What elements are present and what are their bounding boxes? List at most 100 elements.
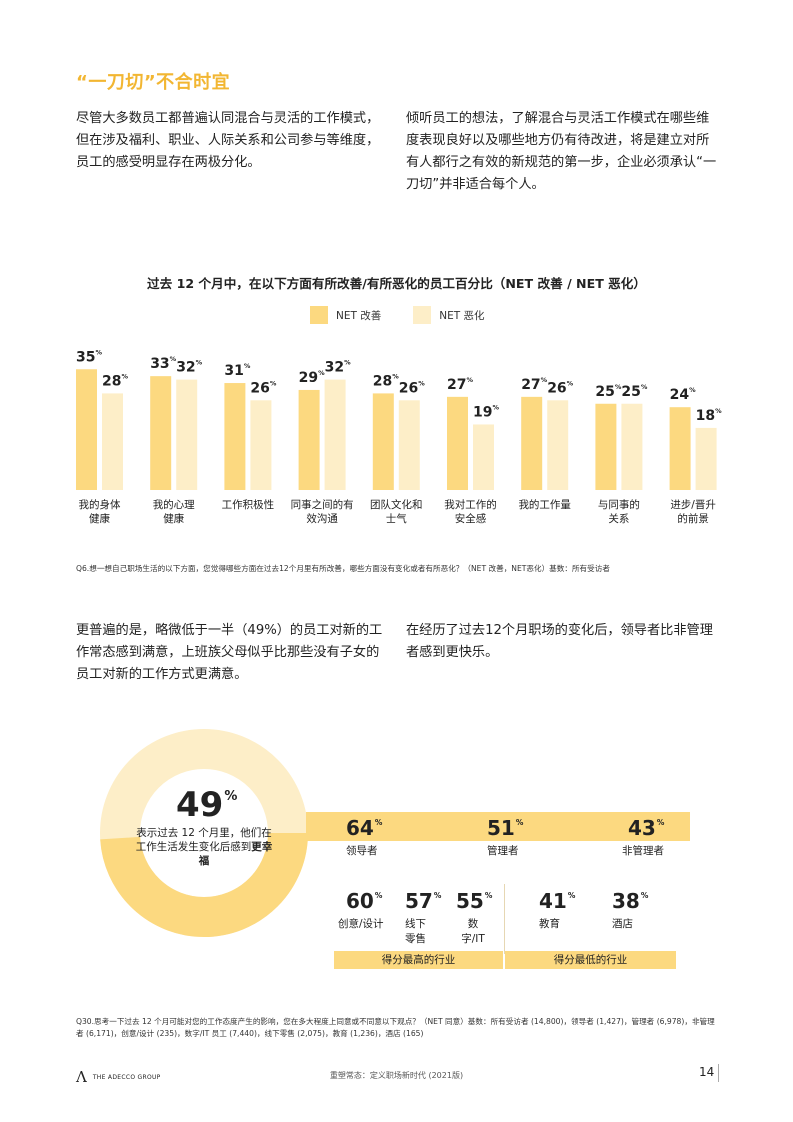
bar-improved (372, 393, 394, 490)
logo-wordmark: THE ADECCO GROUP (92, 1073, 161, 1081)
category-label: 效沟通 (306, 512, 338, 525)
category-label: 我的工作量 (518, 498, 571, 511)
donut-description: 表示过去 12 个月里，他们在工作生活发生变化后感到更幸福 (134, 826, 274, 868)
chart-footnote: Q6.想一想自己职场生活的以下方面，您觉得哪些方面在过去12个月里有所改善，哪些… (76, 564, 610, 573)
adecco-logo: Λ THE ADECCO GROUP (76, 1068, 161, 1086)
stat-non-managers: 43% 非管理者 (622, 816, 664, 859)
bar-value-label: 33% (150, 355, 176, 372)
bar-value-label: 32% (325, 359, 351, 376)
stat-leaders: 64% 领导者 (346, 816, 382, 859)
stat-number: 60 (346, 889, 374, 913)
stat-offline-retail: 57% 线下零售 (405, 889, 441, 947)
bar-value-label: 18% (696, 407, 722, 424)
bar-value-label: 32% (176, 359, 202, 376)
bar-worsened (176, 379, 198, 490)
stat-value: 41% (539, 889, 575, 913)
stat-unit: % (374, 818, 383, 827)
bar-value-label: 27% (521, 376, 547, 393)
caption-highest: 得分最高的行业 (334, 951, 503, 969)
adecco-a-icon: Λ (76, 1068, 87, 1086)
stat-label: 创意/设计 (338, 918, 384, 930)
bar-improved (298, 389, 320, 490)
bar-improved (150, 376, 172, 490)
role-band (306, 812, 690, 841)
bar-worsened (473, 424, 494, 490)
bar-worsened (324, 379, 346, 490)
legend-swatch-improved (310, 306, 328, 324)
stat-label: 酒店 (612, 918, 633, 930)
bar-value-label: 26% (399, 379, 425, 396)
category-label: 健康 (89, 512, 110, 525)
stat-number: 51 (487, 816, 515, 840)
bar-value-label: 26% (547, 379, 573, 396)
stat-label: 数字/IT (461, 918, 485, 945)
bar-worsened (102, 393, 123, 490)
stat-unit: % (567, 891, 576, 900)
donut-footnote: Q30.思考一下过去 12 个月可能对您的工作态度产生的影响，您在多大程度上同意… (76, 1017, 715, 1038)
legend-label-improved: NET 改善 (336, 309, 382, 322)
bar-value-label: 25% (621, 383, 647, 400)
stat-value: 55% (456, 889, 492, 913)
donut-value: 49% (176, 785, 237, 825)
satisfaction-paragraph-left: 更普遍的是，略微低于一半（49%）的员工对新的工作常态感到满意，上班族父母似乎比… (76, 623, 383, 682)
bar-worsened (250, 400, 272, 490)
bar-value-label: 28% (102, 372, 128, 389)
bar-value-label: 26% (250, 379, 276, 396)
bar-worsened (695, 427, 717, 490)
donut-description-text: 表示过去 12 个月里，他们在工作生活发生变化后感到 (135, 827, 272, 853)
donut-value-number: 49 (176, 785, 224, 825)
stat-number: 38 (612, 889, 640, 913)
donut-description-bold: 更幸福 (198, 841, 273, 867)
bar-value-label: 19% (473, 403, 499, 420)
donut-value-unit: % (224, 789, 238, 804)
stat-unit: % (374, 891, 383, 900)
stat-managers: 51% 管理者 (487, 816, 523, 859)
footer-publication: 重塑常态：定义职场新时代 (2021版) (329, 1071, 464, 1080)
bar-improved (76, 369, 97, 490)
category-label: 的前景 (677, 512, 709, 525)
bar-value-label: 27% (447, 376, 473, 393)
bar-value-label: 24% (670, 386, 696, 403)
intro-paragraph-right: 倾听员工的想法，了解混合与灵活工作模式在哪些维度表现良好以及哪些地方仍有待改进，… (406, 111, 717, 192)
category-label: 团队文化和 (370, 498, 423, 511)
category-label: 与同事的 (598, 498, 640, 511)
stat-number: 55 (456, 889, 484, 913)
stat-label: 教育 (539, 918, 560, 930)
stat-label: 非管理者 (622, 845, 664, 857)
bar-improved (669, 407, 691, 490)
satisfaction-paragraph-right: 在经历了过去12个月职场的变化后，领导者比非管理者感到更快乐。 (406, 623, 713, 660)
bar-improved (224, 383, 246, 490)
category-label: 健康 (163, 512, 184, 525)
stat-value: 38% (612, 889, 648, 913)
stat-value: 57% (405, 889, 441, 913)
page-number: 14 (699, 1065, 715, 1079)
stat-number: 41 (539, 889, 567, 913)
bar-worsened (547, 400, 569, 490)
category-label: 同事之间的有 (291, 498, 354, 511)
bar-value-label: 35% (76, 348, 102, 365)
bar-improved (447, 396, 468, 490)
category-label: 我的身体 (79, 498, 121, 511)
bar-worsened (621, 403, 643, 490)
stat-number: 64 (346, 816, 374, 840)
stat-number: 57 (405, 889, 433, 913)
page-number-divider (718, 1064, 719, 1082)
bar-worsened (398, 400, 420, 490)
stat-value: 51% (487, 816, 523, 840)
stat-label: 管理者 (487, 845, 519, 857)
industry-divider (504, 884, 505, 954)
stat-unit: % (515, 818, 524, 827)
chart-title: 过去 12 个月中，在以下方面有所改善/有所恶化的员工百分比（NET 改善 / … (147, 276, 646, 291)
stat-unit: % (656, 818, 665, 827)
bar-improved (521, 396, 543, 490)
stat-value: 64% (346, 816, 382, 840)
category-label: 我的心理 (153, 498, 195, 511)
bar-improved (595, 403, 617, 490)
stat-education: 41% 教育 (539, 889, 575, 932)
stat-value: 60% (338, 889, 384, 913)
stat-label: 领导者 (346, 845, 378, 857)
category-label: 关系 (608, 512, 629, 525)
category-label: 安全感 (455, 512, 487, 525)
intro-paragraph-left: 尽管大多数员工都普遍认同混合与灵活的工作模式，但在涉及福利、职业、人际关系和公司… (76, 111, 380, 170)
